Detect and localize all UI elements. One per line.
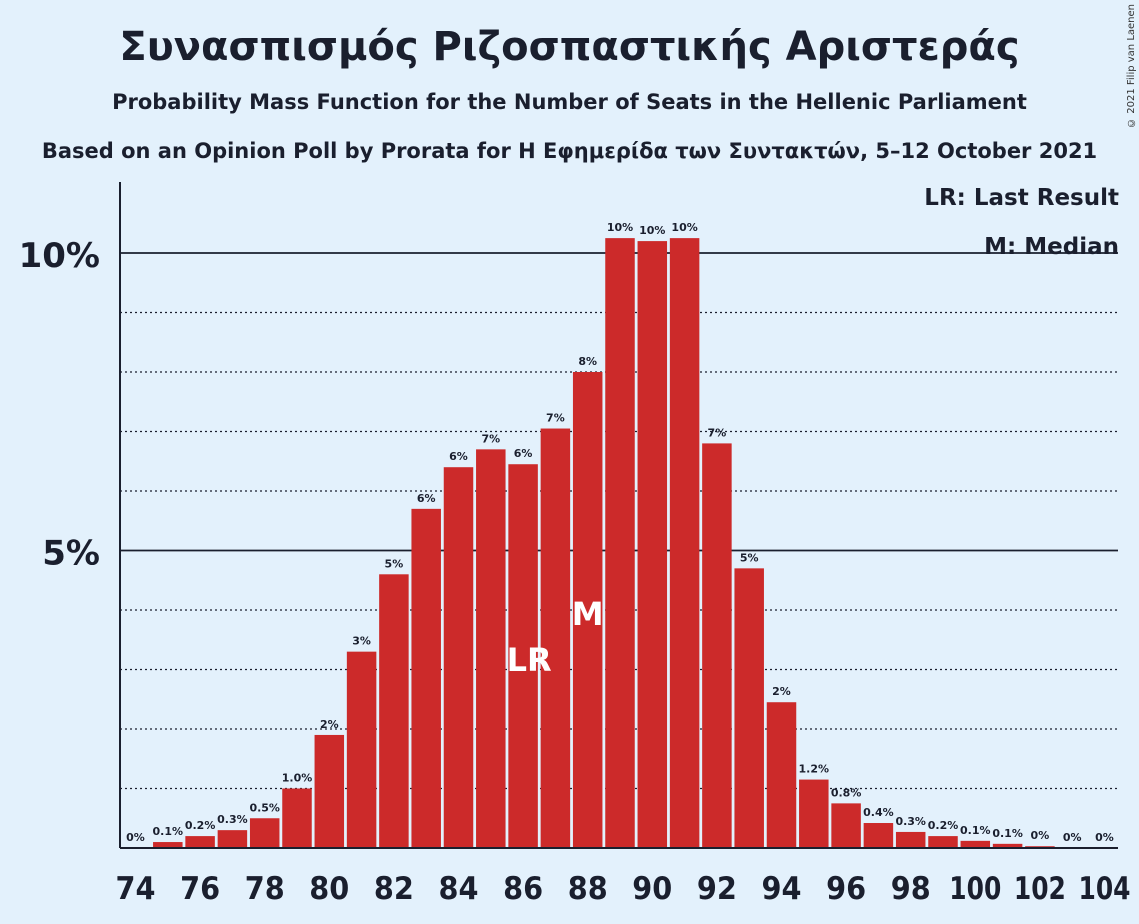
- bar-seats-77: [217, 830, 248, 848]
- bar-seats-94: [766, 702, 797, 848]
- x-tick-label-84: 84: [439, 871, 479, 907]
- bar-seats-75: [153, 842, 183, 848]
- data-label-97: 0.4%: [863, 806, 894, 819]
- data-label-87: 7%: [546, 412, 565, 425]
- x-tick-label-102: 102: [1014, 871, 1066, 907]
- x-tick-label-92: 92: [697, 871, 737, 907]
- data-label-81: 3%: [352, 635, 371, 648]
- bar-seats-99: [928, 836, 958, 848]
- y-tick-label: 10%: [19, 236, 100, 276]
- x-tick-label-82: 82: [374, 871, 414, 907]
- data-label-90: 10%: [639, 224, 665, 237]
- bar-seats-89: [605, 238, 635, 848]
- data-label-96: 0.8%: [831, 786, 862, 799]
- chart-title: Συνασπισμός Ριζοσπαστικής Αριστεράς: [119, 24, 1020, 70]
- bar-seats-79: [282, 788, 312, 848]
- data-label-92: 7%: [708, 426, 727, 439]
- x-tick-label-88: 88: [568, 871, 608, 907]
- data-label-101: 0.1%: [992, 827, 1023, 840]
- bar-seats-98: [895, 831, 926, 848]
- x-tick-label-100: 100: [949, 871, 1001, 907]
- x-tick-label-74: 74: [116, 871, 156, 907]
- bar-seats-84: [443, 467, 474, 848]
- data-label-82: 5%: [385, 557, 404, 570]
- data-label-99: 0.2%: [928, 819, 959, 832]
- median-marker: M: [572, 595, 604, 633]
- x-tick-label-104: 104: [1079, 871, 1131, 907]
- bar-seats-90: [637, 241, 668, 849]
- bar-seats-78: [249, 818, 280, 848]
- y-tick-label: 5%: [42, 534, 100, 574]
- last-result-marker: LR: [507, 641, 552, 679]
- data-label-75: 0.1%: [153, 825, 184, 838]
- data-label-88: 8%: [578, 355, 597, 368]
- bar-seats-88: [572, 372, 603, 848]
- bar-seats-97: [863, 823, 894, 848]
- x-tick-label-80: 80: [309, 871, 349, 907]
- data-label-91: 10%: [671, 221, 697, 234]
- x-tick-label-98: 98: [891, 871, 931, 907]
- x-tick-label-78: 78: [245, 871, 285, 907]
- data-label-94: 2%: [772, 685, 791, 698]
- data-label-83: 6%: [417, 492, 436, 505]
- data-label-104: 0%: [1095, 831, 1114, 844]
- data-label-100: 0.1%: [960, 824, 991, 837]
- data-label-102: 0%: [1031, 829, 1050, 842]
- data-label-85: 7%: [481, 432, 500, 445]
- bar-seats-91: [669, 238, 700, 848]
- bar-seats-95: [799, 779, 829, 848]
- bar-seats-93: [734, 568, 764, 848]
- x-tick-label-86: 86: [503, 871, 543, 907]
- data-label-74: 0%: [126, 831, 145, 844]
- data-label-98: 0.3%: [895, 815, 926, 828]
- bar-seats-83: [411, 508, 441, 848]
- bar-seats-92: [702, 443, 732, 848]
- bar-seats-85: [476, 449, 506, 848]
- bar-seats-76: [185, 836, 215, 848]
- chart-subtitle: Probability Mass Function for the Number…: [112, 90, 1027, 114]
- data-label-93: 5%: [740, 551, 759, 564]
- data-label-76: 0.2%: [185, 819, 216, 832]
- bar-seats-100: [960, 840, 991, 848]
- bar-seats-86: [508, 464, 538, 848]
- data-label-89: 10%: [607, 221, 633, 234]
- chart-source: Based on an Opinion Poll by Prorata for …: [41, 139, 1098, 163]
- data-label-78: 0.5%: [249, 801, 280, 814]
- bar-seats-96: [831, 803, 861, 848]
- x-tick-label-94: 94: [762, 871, 802, 907]
- x-tick-label-76: 76: [180, 871, 220, 907]
- bar-seats-82: [379, 574, 409, 848]
- data-label-95: 1.2%: [799, 763, 830, 776]
- legend-last-result: LR: Last Result: [924, 185, 1119, 211]
- bar-seats-101: [992, 843, 1023, 848]
- data-label-77: 0.3%: [217, 813, 248, 826]
- data-label-79: 1.0%: [282, 772, 313, 785]
- data-label-86: 6%: [514, 447, 533, 460]
- x-tick-label-90: 90: [632, 871, 672, 907]
- bar-seats-87: [540, 428, 571, 848]
- data-label-84: 6%: [449, 450, 468, 463]
- legend-median: M: Median: [984, 234, 1119, 260]
- data-label-80: 2%: [320, 718, 339, 731]
- bar-seats-81: [346, 651, 377, 848]
- bar-seats-80: [314, 734, 345, 848]
- data-label-103: 0%: [1063, 831, 1082, 844]
- x-tick-label-96: 96: [826, 871, 866, 907]
